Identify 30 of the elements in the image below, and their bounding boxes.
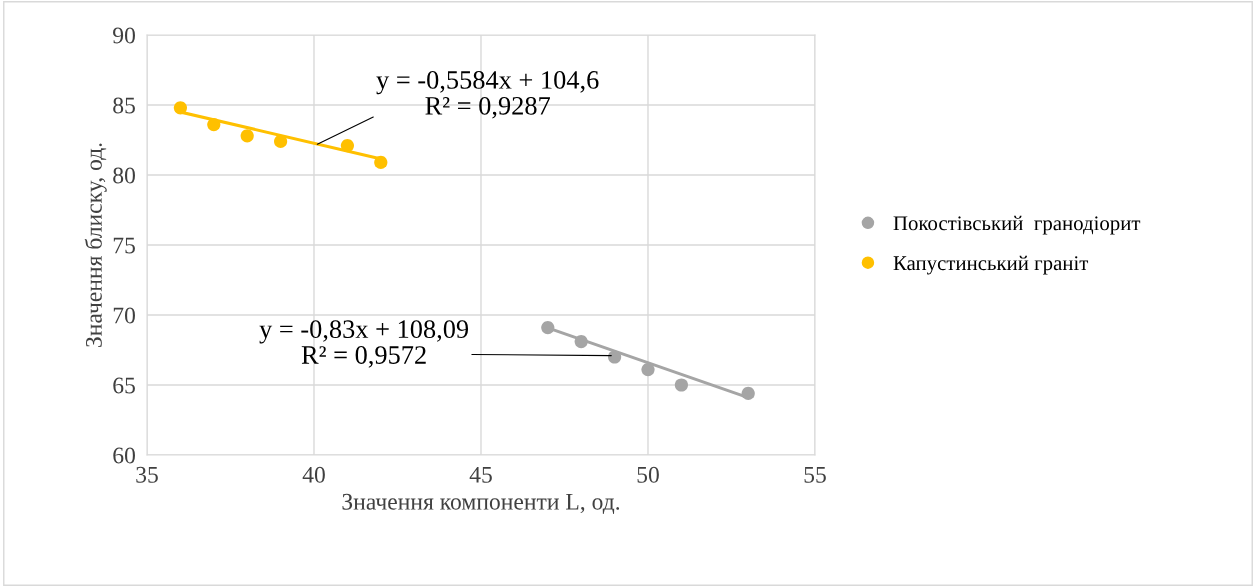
point [608,350,622,364]
point [674,378,688,392]
point [173,101,187,115]
y-tick-label: 75 [113,237,135,254]
point [574,335,588,349]
point [374,155,388,169]
legend-label: Капустинський граніт [893,255,1089,275]
x-tick-label: 50 [637,466,659,483]
x-tick-label: 40 [302,466,325,483]
point [741,386,755,400]
y-tick-label: 80 [113,167,135,184]
point [274,134,288,148]
x-tick-label: 55 [804,467,826,483]
x-axis-title: Значення компоненти L, од. [342,493,620,515]
point [207,118,221,132]
y-tick-label: 70 [113,307,135,324]
point [340,139,354,153]
y-tick-label: 65 [113,377,135,394]
annotation: y = -0,83x + 108,09 R² = 0,9572 [259,320,469,368]
legend-label: Покостівський гранодіорит [893,215,1141,235]
point [240,129,254,143]
x-tick-label: 45 [469,466,492,483]
y-tick-label: 85 [113,97,135,114]
annotation: y = -0,5584x + 104,6 R² = 0,9287 [376,71,599,119]
point [641,363,655,377]
y-tick-label: 60 [113,447,135,464]
y-axis-title: Значення блиску, од. [84,143,107,347]
y-tick-label: 90 [113,27,135,44]
x-tick-label: 35 [136,466,158,483]
point [541,321,555,335]
